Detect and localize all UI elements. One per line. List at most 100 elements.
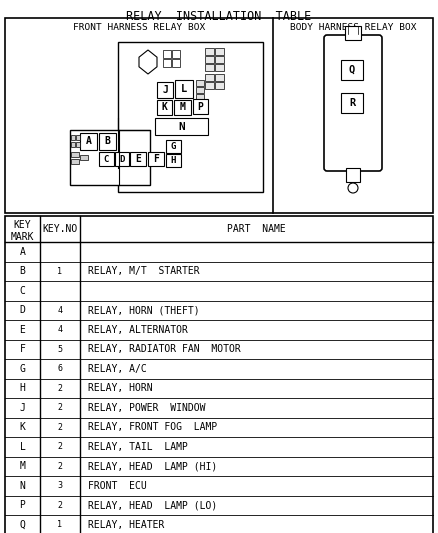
Text: 2: 2 xyxy=(57,500,63,510)
Bar xyxy=(99,152,114,166)
Text: RELAY, HEATER: RELAY, HEATER xyxy=(88,520,164,530)
Text: R: R xyxy=(349,98,355,108)
Bar xyxy=(76,142,80,147)
Bar xyxy=(166,140,181,153)
Text: K: K xyxy=(162,102,167,112)
Text: A: A xyxy=(85,136,92,147)
Bar xyxy=(193,99,208,114)
Bar xyxy=(172,59,180,67)
Text: C: C xyxy=(20,286,25,296)
Bar xyxy=(205,82,214,89)
Text: PART  NAME: PART NAME xyxy=(227,224,286,234)
Bar xyxy=(215,82,224,89)
Bar xyxy=(71,152,79,157)
Bar xyxy=(215,74,224,81)
Text: 4: 4 xyxy=(57,306,63,315)
Text: G: G xyxy=(171,142,176,151)
Text: FRONT  ECU: FRONT ECU xyxy=(88,481,147,491)
Text: RELAY, M/T  STARTER: RELAY, M/T STARTER xyxy=(88,266,200,276)
Text: RELAY, ALTERNATOR: RELAY, ALTERNATOR xyxy=(88,325,188,335)
Text: K: K xyxy=(20,422,25,432)
Bar xyxy=(115,152,129,166)
Circle shape xyxy=(348,183,358,193)
Text: L: L xyxy=(20,442,25,452)
Text: RELAY  INSTALLATION  TABLE: RELAY INSTALLATION TABLE xyxy=(127,10,311,23)
Bar xyxy=(80,133,97,150)
Text: E: E xyxy=(20,325,25,335)
Text: KEY.NO: KEY.NO xyxy=(42,224,78,234)
Text: F: F xyxy=(153,154,159,164)
Text: KEY
MARK: KEY MARK xyxy=(11,220,34,241)
Bar xyxy=(174,100,191,115)
Bar xyxy=(99,133,116,150)
Polygon shape xyxy=(139,50,157,74)
Text: 2: 2 xyxy=(57,423,63,432)
Text: 1: 1 xyxy=(57,266,63,276)
Text: 6: 6 xyxy=(57,364,63,373)
Text: RELAY, HORN: RELAY, HORN xyxy=(88,383,152,393)
Text: RELAY, HEAD  LAMP (LO): RELAY, HEAD LAMP (LO) xyxy=(88,500,217,510)
Bar xyxy=(205,64,214,71)
Bar xyxy=(341,93,363,113)
Text: J: J xyxy=(162,85,168,95)
Bar xyxy=(166,154,181,167)
Text: RELAY, A/C: RELAY, A/C xyxy=(88,364,147,374)
Bar xyxy=(215,64,224,71)
Text: F: F xyxy=(20,344,25,354)
Bar xyxy=(148,152,164,166)
Bar xyxy=(71,159,79,164)
Text: RELAY, RADIATOR FAN  MOTOR: RELAY, RADIATOR FAN MOTOR xyxy=(88,344,241,354)
FancyBboxPatch shape xyxy=(324,35,382,171)
Text: 2: 2 xyxy=(57,403,63,412)
Text: RELAY, FRONT FOG  LAMP: RELAY, FRONT FOG LAMP xyxy=(88,422,217,432)
Text: BODY HARNESS RELAY BOX: BODY HARNESS RELAY BOX xyxy=(290,23,416,32)
Bar xyxy=(155,118,208,135)
Bar xyxy=(205,48,214,55)
Text: G: G xyxy=(20,364,25,374)
Text: RELAY, HEAD  LAMP (HI): RELAY, HEAD LAMP (HI) xyxy=(88,461,217,471)
Text: RELAY, TAIL  LAMP: RELAY, TAIL LAMP xyxy=(88,442,188,452)
Bar xyxy=(215,48,224,55)
Bar xyxy=(5,216,433,533)
Bar xyxy=(5,18,433,213)
Bar xyxy=(157,100,172,115)
Bar xyxy=(70,130,150,185)
Text: N: N xyxy=(178,122,185,132)
Text: B: B xyxy=(20,266,25,276)
Text: E: E xyxy=(135,154,141,164)
Bar xyxy=(196,87,204,93)
Text: M: M xyxy=(20,461,25,471)
Bar xyxy=(76,135,80,140)
Bar xyxy=(71,135,75,140)
Text: Q: Q xyxy=(349,65,355,75)
Bar xyxy=(215,56,224,63)
Text: D: D xyxy=(20,305,25,315)
Text: A: A xyxy=(20,247,25,257)
Text: D: D xyxy=(119,155,125,164)
Text: J: J xyxy=(20,403,25,413)
Text: RELAY, HORN (THEFT): RELAY, HORN (THEFT) xyxy=(88,305,200,315)
Text: N: N xyxy=(20,481,25,491)
Bar xyxy=(80,155,88,160)
Bar xyxy=(130,152,146,166)
Text: 2: 2 xyxy=(57,462,63,471)
Bar xyxy=(341,60,363,80)
Text: 1: 1 xyxy=(57,520,63,529)
Bar xyxy=(345,26,361,40)
Text: P: P xyxy=(198,101,203,111)
Text: H: H xyxy=(171,156,176,165)
Text: L: L xyxy=(181,84,187,94)
Bar xyxy=(172,50,180,58)
Text: RELAY, POWER  WINDOW: RELAY, POWER WINDOW xyxy=(88,403,205,413)
Text: C: C xyxy=(104,155,109,164)
Bar xyxy=(205,56,214,63)
Text: P: P xyxy=(20,500,25,510)
Bar xyxy=(163,50,171,58)
Bar xyxy=(175,80,193,98)
Bar xyxy=(71,142,75,147)
Text: 5: 5 xyxy=(57,345,63,354)
Text: B: B xyxy=(105,136,110,147)
Text: Q: Q xyxy=(20,520,25,530)
Text: FRONT HARNESS RELAY BOX: FRONT HARNESS RELAY BOX xyxy=(73,23,205,32)
Bar xyxy=(196,94,204,100)
